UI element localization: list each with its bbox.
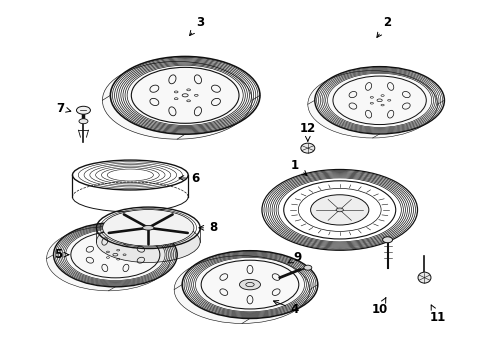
Text: 1: 1 — [290, 158, 306, 175]
Text: 11: 11 — [428, 305, 445, 324]
Text: 10: 10 — [371, 298, 387, 316]
Ellipse shape — [102, 62, 251, 139]
Ellipse shape — [335, 208, 343, 212]
Text: 9: 9 — [287, 251, 302, 264]
Text: 2: 2 — [376, 16, 391, 37]
Ellipse shape — [417, 272, 430, 283]
Text: 3: 3 — [189, 16, 204, 36]
Ellipse shape — [142, 225, 154, 230]
Ellipse shape — [174, 256, 309, 323]
Text: 5: 5 — [54, 248, 69, 261]
Ellipse shape — [96, 221, 200, 262]
Ellipse shape — [382, 237, 392, 243]
Ellipse shape — [46, 226, 170, 291]
Text: 8: 8 — [199, 221, 217, 234]
Text: 4: 4 — [273, 301, 298, 316]
Ellipse shape — [79, 119, 88, 124]
Text: 7: 7 — [56, 102, 71, 115]
Ellipse shape — [76, 106, 90, 114]
Text: 6: 6 — [179, 171, 199, 185]
Ellipse shape — [300, 143, 314, 153]
Ellipse shape — [303, 265, 311, 270]
Ellipse shape — [310, 195, 368, 225]
Ellipse shape — [307, 71, 437, 138]
Text: 12: 12 — [299, 122, 315, 141]
Ellipse shape — [102, 210, 194, 246]
Ellipse shape — [239, 279, 260, 290]
